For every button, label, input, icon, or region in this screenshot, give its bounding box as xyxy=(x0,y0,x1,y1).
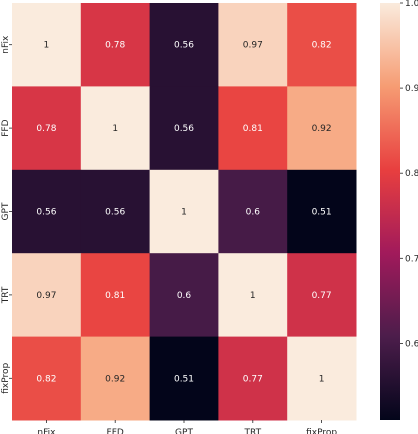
colorbar: 1.0 0.9 0.8 0.7 0.6 xyxy=(380,0,418,420)
cell-value-label: 1 xyxy=(44,41,50,51)
heatmap-cells xyxy=(12,3,357,421)
heatmap-cell-nFix-TRT xyxy=(218,3,288,87)
cell-value-label: 0.97 xyxy=(36,291,56,301)
x-tick-label-nFix: nFix xyxy=(37,428,56,434)
heatmap-cell-FFD-nFix xyxy=(12,86,82,171)
heatmap-cell-GPT-TRT xyxy=(218,169,288,254)
heatmap-cell-fixProp-FFD xyxy=(80,336,151,421)
heatmap-cell-FFD-TRT xyxy=(218,86,288,171)
cell-value-label: 0.82 xyxy=(36,374,56,384)
heatmap-cell-GPT-GPT xyxy=(149,169,219,254)
cell-value-label: 0.92 xyxy=(105,374,125,384)
colorbar-tick-label: 0.8 xyxy=(405,169,418,179)
heatmap-cell-fixProp-nFix xyxy=(12,336,82,421)
heatmap-cell-TRT-FFD xyxy=(80,253,151,338)
x-axis-ticks: nFix FFD GPT TRT fixProp xyxy=(37,420,337,434)
heatmap-cell-fixProp-fixProp xyxy=(287,336,357,421)
x-tick-label-FFD: FFD xyxy=(107,428,124,434)
cell-value-label: 1 xyxy=(112,124,118,134)
y-tick-label-nFix: nFix xyxy=(1,35,11,54)
heatmap-cell-TRT-nFix xyxy=(12,253,82,338)
heatmap-cell-GPT-fixProp xyxy=(287,169,357,254)
cell-value-label: 0.56 xyxy=(105,208,125,218)
cell-value-label: 0.77 xyxy=(312,291,332,301)
heatmap-cell-GPT-FFD xyxy=(80,169,151,254)
heatmap-cell-GPT-nFix xyxy=(12,169,82,254)
cell-value-label: 1 xyxy=(250,291,256,301)
heatmap-cell-fixProp-GPT xyxy=(149,336,219,421)
cell-value-label: 0.77 xyxy=(243,374,263,384)
heatmap-cell-FFD-fixProp xyxy=(287,86,357,171)
cell-value-label: 0.97 xyxy=(243,41,263,51)
y-axis-ticks: nFix FFD GPT TRT fixProp xyxy=(1,35,12,394)
cell-value-label: 0.82 xyxy=(312,41,332,51)
cell-value-labels: 1 0.78 0.56 0.97 0.82 0.78 1 0.56 0.81 0.92 0.56 0.… xyxy=(36,41,331,385)
y-tick-label-FFD: FFD xyxy=(1,119,11,136)
cell-value-label: 0.6 xyxy=(177,291,192,301)
cell-value-label: 0.6 xyxy=(246,208,261,218)
cell-value-label: 1 xyxy=(319,374,325,384)
y-tick-label-fixProp: fixProp xyxy=(1,363,11,394)
y-tick-label-GPT: GPT xyxy=(1,202,11,220)
cell-value-label: 0.78 xyxy=(105,41,125,51)
y-tick-label-TRT: TRT xyxy=(1,286,11,304)
heatmap-cell-nFix-fixProp xyxy=(287,3,357,87)
heatmap-cell-TRT-TRT xyxy=(218,253,288,338)
colorbar-gradient xyxy=(380,3,400,420)
x-tick-label-TRT: TRT xyxy=(244,428,262,434)
cell-value-label: 0.78 xyxy=(36,124,56,134)
colorbar-tick-label: 0.9 xyxy=(405,84,418,94)
cell-value-label: 0.56 xyxy=(174,41,194,51)
colorbar-tick-label: 0.7 xyxy=(405,254,418,264)
cell-value-label: 0.51 xyxy=(312,208,332,218)
cell-value-label: 0.56 xyxy=(36,208,56,218)
heatmap-cell-nFix-nFix xyxy=(12,3,82,87)
heatmap-cell-TRT-fixProp xyxy=(287,253,357,338)
heatmap-cell-fixProp-TRT xyxy=(218,336,288,421)
x-tick-label-GPT: GPT xyxy=(175,428,193,434)
cell-value-label: 0.51 xyxy=(174,374,194,384)
heatmap-cell-nFix-GPT xyxy=(149,3,219,87)
heatmap-cell-nFix-FFD xyxy=(80,3,151,87)
cell-value-label: 0.81 xyxy=(105,291,125,301)
colorbar-tick-label: 1.0 xyxy=(405,0,418,9)
heatmap-cell-FFD-GPT xyxy=(149,86,219,171)
cell-value-label: 0.92 xyxy=(312,124,332,134)
cell-value-label: 1 xyxy=(181,208,187,218)
cell-value-label: 0.81 xyxy=(243,124,263,134)
heatmap-cell-TRT-GPT xyxy=(149,253,219,338)
x-tick-label-fixProp: fixProp xyxy=(306,428,337,434)
cell-value-label: 0.56 xyxy=(174,124,194,134)
heatmap-cell-FFD-FFD xyxy=(80,86,151,171)
colorbar-tick-label: 0.6 xyxy=(405,339,418,349)
